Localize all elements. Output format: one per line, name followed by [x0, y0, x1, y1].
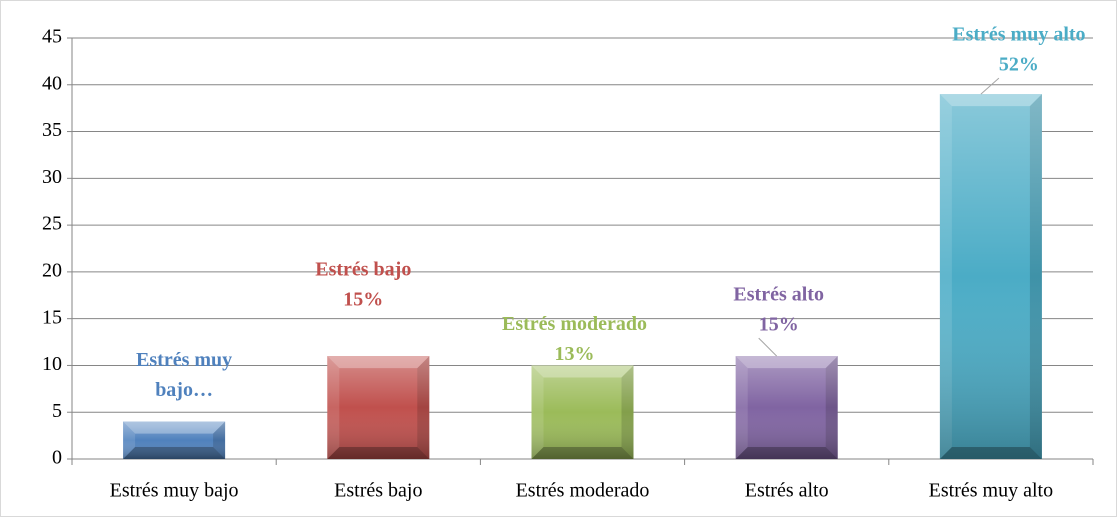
- y-tick-label: 35: [42, 119, 62, 141]
- y-tick-label: 25: [42, 213, 62, 235]
- y-tick-label: 40: [42, 72, 62, 94]
- bar-shade: [531, 365, 634, 459]
- bar-shade: [939, 94, 1042, 459]
- data-label: 13%: [555, 343, 595, 365]
- data-label: Estrés moderado: [502, 313, 647, 335]
- x-tick-label: Estrés alto: [745, 480, 829, 502]
- y-tick-label: 5: [52, 400, 62, 422]
- x-tick-label: Estrés moderado: [516, 480, 650, 502]
- y-tick-label: 20: [42, 259, 62, 281]
- bar-shade: [735, 356, 838, 459]
- y-tick-label: 30: [42, 166, 62, 188]
- leader-line: [980, 77, 1000, 95]
- y-tick-label: 15: [42, 306, 62, 328]
- bar-shade: [327, 356, 430, 459]
- leader-line: [758, 337, 778, 357]
- data-label: 52%: [999, 54, 1039, 76]
- data-label: Estrés bajo: [315, 259, 411, 281]
- data-label: 15%: [343, 289, 383, 311]
- data-label: 15%: [759, 314, 799, 336]
- data-label: bajo…: [155, 379, 213, 401]
- x-tick-label: Estrés bajo: [334, 480, 422, 502]
- bar-shade: [123, 421, 226, 459]
- data-label: Estrés muy: [136, 349, 232, 371]
- data-label: Estrés alto: [733, 284, 824, 306]
- x-tick-label: Estrés muy bajo: [110, 480, 239, 502]
- y-tick-label: 0: [52, 447, 62, 469]
- y-tick-label: 10: [42, 353, 62, 375]
- data-label: Estrés muy alto: [952, 24, 1085, 46]
- y-tick-label: 45: [42, 26, 62, 48]
- x-tick-label: Estrés muy alto: [929, 480, 1053, 502]
